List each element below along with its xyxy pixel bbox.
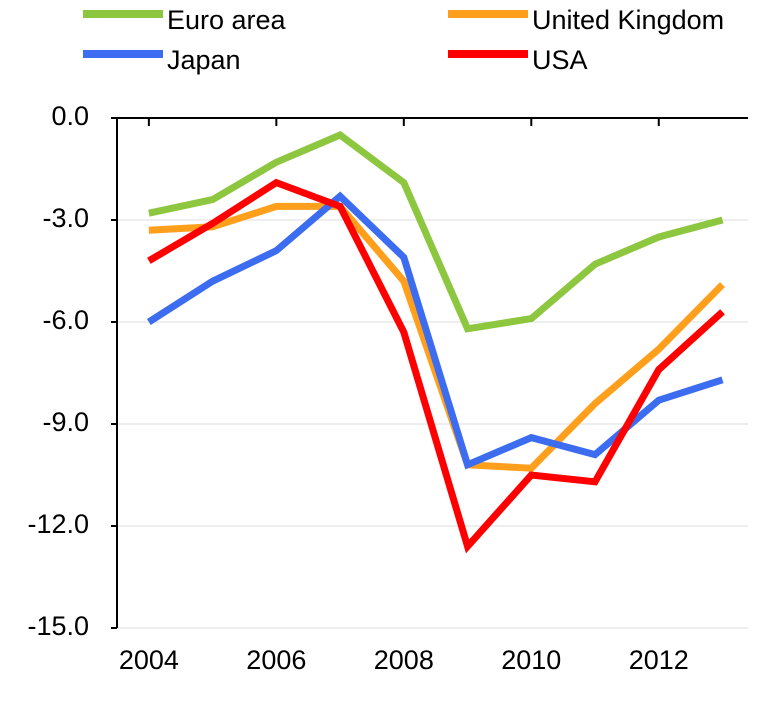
y-tick-label: -6.0: [42, 305, 89, 335]
y-tick-label: 0.0: [51, 101, 89, 131]
y-tick-label: -3.0: [42, 203, 89, 233]
series-line: [147, 178, 725, 554]
x-tick-label: 2010: [501, 645, 561, 675]
legend-label: USA: [532, 45, 588, 75]
x-tick-label: 2006: [246, 645, 306, 675]
x-tick-label: 2012: [629, 645, 689, 675]
legend-label: Euro area: [167, 5, 287, 35]
y-tick-label: -9.0: [42, 407, 89, 437]
y-tick-label: -15.0: [27, 611, 89, 641]
y-tick-label: -12.0: [27, 509, 89, 539]
x-tick-label: 2008: [374, 645, 434, 675]
legend-label: United Kingdom: [532, 5, 724, 35]
legend-label: Japan: [167, 45, 241, 75]
series-line: [148, 130, 724, 333]
x-tick-label: 2004: [119, 645, 179, 675]
series-line: [146, 191, 724, 470]
